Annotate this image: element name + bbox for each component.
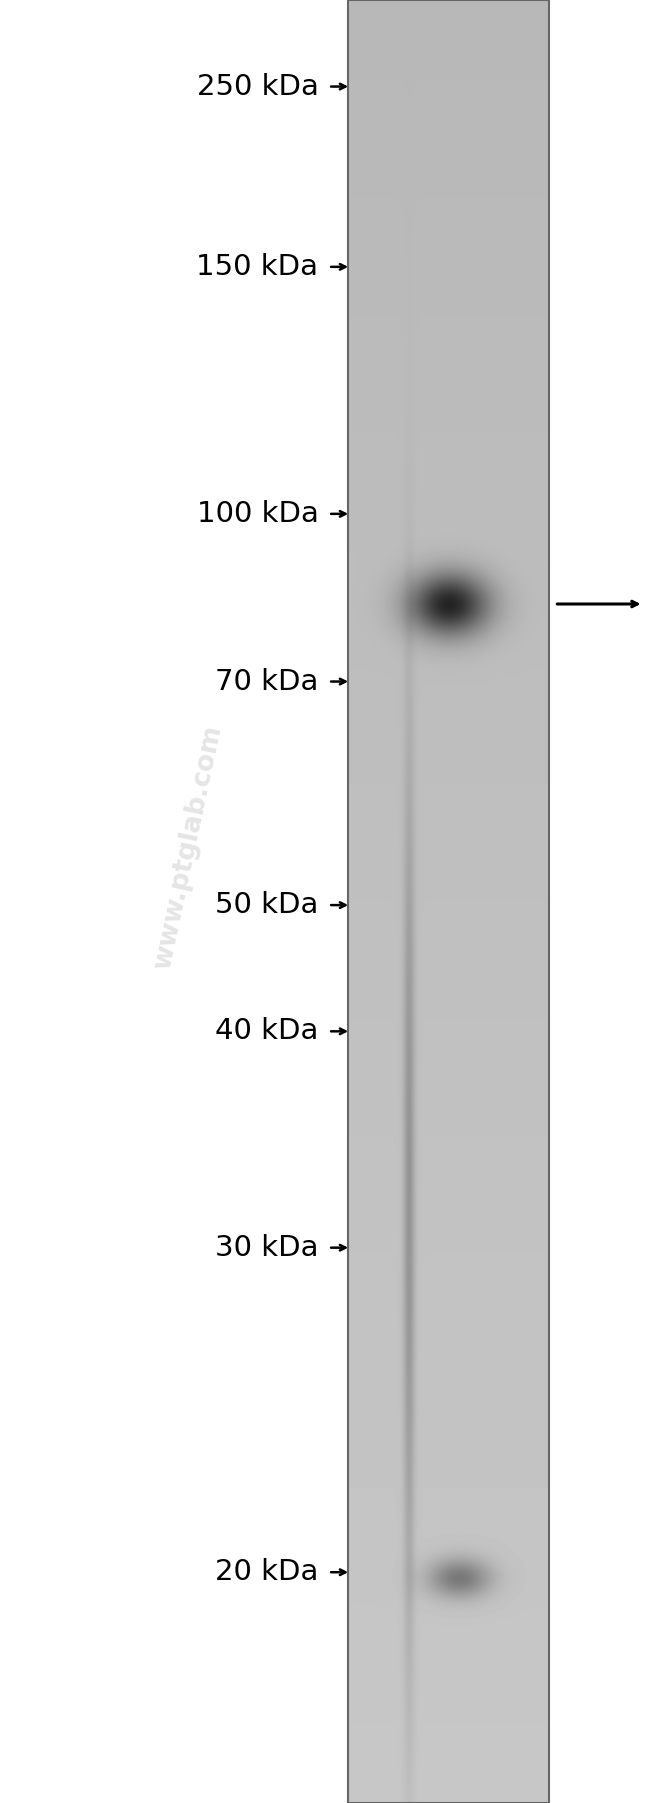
Text: 30 kDa: 30 kDa xyxy=(215,1233,318,1262)
Bar xyxy=(348,0,549,1803)
Text: 100 kDa: 100 kDa xyxy=(196,499,318,528)
Text: 50 kDa: 50 kDa xyxy=(215,891,318,920)
Text: 20 kDa: 20 kDa xyxy=(215,1558,318,1587)
Text: 150 kDa: 150 kDa xyxy=(196,252,318,281)
Text: www.ptglab.com: www.ptglab.com xyxy=(150,723,227,972)
Text: 250 kDa: 250 kDa xyxy=(196,72,318,101)
Text: 40 kDa: 40 kDa xyxy=(215,1017,318,1046)
Text: 70 kDa: 70 kDa xyxy=(215,667,318,696)
